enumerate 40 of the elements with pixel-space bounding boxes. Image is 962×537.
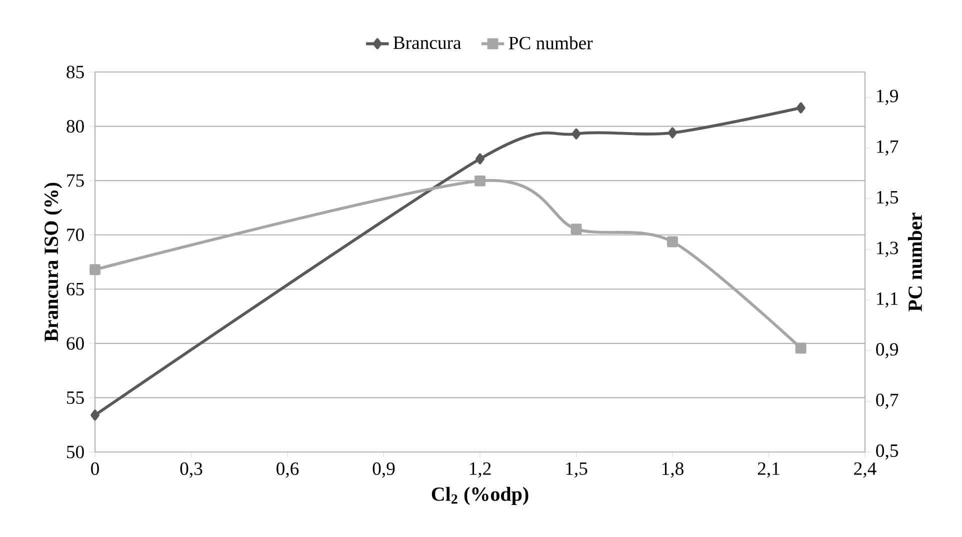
x-tick-label: 0,9 xyxy=(372,462,395,478)
point xyxy=(90,410,100,421)
y-tick-label: 70 xyxy=(67,228,84,242)
y-tick-label: 55 xyxy=(67,392,84,404)
point xyxy=(570,224,582,235)
y2-tick-label: 0,9 xyxy=(876,343,898,358)
y-tick-label: 65 xyxy=(66,282,84,296)
point xyxy=(474,175,486,186)
y2-tick-label: 1,9 xyxy=(877,90,898,105)
x-tick-label: 1,2 xyxy=(470,462,491,478)
point xyxy=(667,236,678,248)
x-tick-label: 0,6 xyxy=(276,462,299,478)
point xyxy=(572,128,581,140)
point xyxy=(668,127,677,138)
x-tick-label: 0,3 xyxy=(180,462,202,478)
y-tick-label: 85 xyxy=(66,66,84,78)
y2-axis-title: PC number xyxy=(908,212,922,312)
x-tick-label: 2,4 xyxy=(854,462,876,478)
y-axis-title: Brancura ISO (%) xyxy=(44,182,62,342)
y2-tick-label: 1,3 xyxy=(877,242,898,257)
y2-tick-label: 0,7 xyxy=(876,394,898,409)
legend-label: PC number xyxy=(508,36,593,50)
x-tick-label: 1,5 xyxy=(566,462,588,478)
y-tick-label: 50 xyxy=(67,446,84,458)
x-tick-label: 1,8 xyxy=(662,462,684,478)
x-tick-label: 2,1 xyxy=(758,462,780,478)
point xyxy=(476,153,484,164)
x-axis-title: Cl$_{2}$ (%odp) xyxy=(432,486,528,505)
y2-tick-label: 1,1 xyxy=(877,292,898,308)
x-tick-label: 0 xyxy=(91,462,99,476)
legend-label: Brancura xyxy=(393,36,462,50)
point xyxy=(795,342,806,354)
point xyxy=(796,102,806,114)
y2-tick-label: 1,5 xyxy=(877,191,898,206)
y-tick-label: 80 xyxy=(66,120,84,133)
y-tick-label: 60 xyxy=(66,337,84,350)
point xyxy=(90,264,100,276)
y2-tick-label: 1,7 xyxy=(877,140,898,156)
y-tick-label: 75 xyxy=(67,174,84,187)
y2-tick-label: 0,5 xyxy=(876,444,898,460)
